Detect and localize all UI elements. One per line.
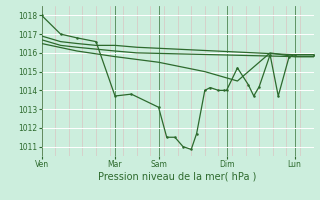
X-axis label: Pression niveau de la mer( hPa ): Pression niveau de la mer( hPa ) bbox=[99, 172, 257, 182]
